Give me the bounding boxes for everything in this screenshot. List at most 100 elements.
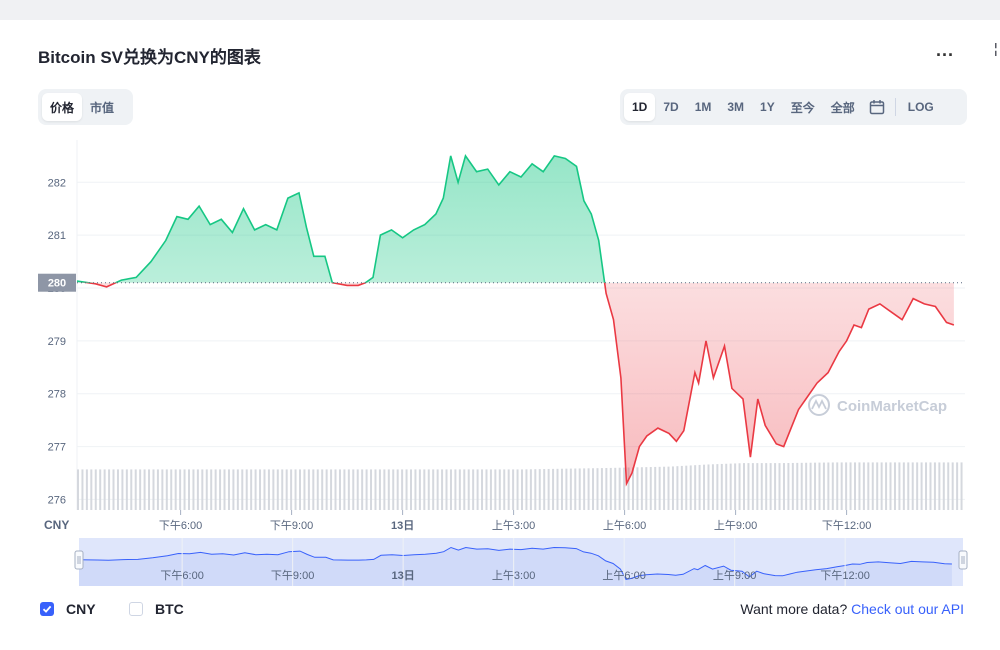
- range-selector: 1D 7D 1M 3M 1Y 至今 全部 LOG: [620, 89, 967, 125]
- volume-bar: [312, 469, 315, 510]
- volume-bar: [516, 469, 519, 510]
- volume-bar: [543, 469, 546, 510]
- volume-bar: [152, 469, 155, 510]
- volume-bar: [325, 469, 328, 510]
- volume-bar: [449, 469, 452, 510]
- volume-bar: [876, 462, 879, 510]
- range-3m-button[interactable]: 3M: [719, 93, 752, 121]
- volume-bar: [614, 467, 617, 510]
- range-1m-button[interactable]: 1M: [687, 93, 720, 121]
- volume-bar: [259, 469, 262, 510]
- volume-bar: [587, 468, 590, 510]
- volume-bar: [765, 463, 768, 510]
- volume-bar: [161, 469, 164, 510]
- volume-bar: [134, 469, 137, 510]
- range-1d-button[interactable]: 1D: [624, 93, 656, 121]
- range-all-button[interactable]: 全部: [823, 93, 863, 121]
- navigator-tick-label: 上午6:00: [602, 569, 645, 582]
- volume-bar: [214, 469, 217, 510]
- price-line-down: [82, 282, 955, 487]
- navigator-handle-left[interactable]: [74, 550, 84, 570]
- volume-bar: [99, 469, 102, 510]
- volume-bar: [751, 463, 754, 510]
- volume-bar: [667, 466, 670, 510]
- volume-bar: [929, 462, 932, 510]
- volume-bar: [552, 468, 555, 510]
- y-tick-label: 279: [48, 336, 66, 348]
- volume-bar: [791, 462, 794, 510]
- range-ytd-button[interactable]: 至今: [783, 93, 823, 121]
- volume-bar: [418, 469, 421, 510]
- volume-bar: [227, 469, 230, 510]
- volume-bar: [916, 462, 919, 510]
- volume-bar: [756, 463, 759, 510]
- volume-bar: [165, 469, 168, 510]
- volume-bar: [862, 462, 865, 510]
- volume-bar: [680, 465, 683, 510]
- volume-bar: [383, 469, 386, 510]
- volume-bar: [569, 468, 572, 510]
- range-7d-button[interactable]: 7D: [655, 93, 686, 121]
- chart-type-toggle: 价格 市值: [38, 89, 133, 125]
- baseline-label: 280: [48, 278, 66, 290]
- volume-bar: [232, 469, 235, 510]
- volume-bar: [130, 469, 133, 510]
- tab-price[interactable]: 价格: [42, 93, 83, 121]
- volume-bar: [760, 463, 763, 510]
- volume-bar: [263, 469, 266, 510]
- api-link[interactable]: Check out our API: [851, 601, 964, 617]
- volume-bar: [814, 462, 817, 510]
- volume-bar: [85, 469, 88, 510]
- volume-bar: [796, 462, 799, 510]
- legend-btc[interactable]: BTC: [129, 601, 184, 617]
- volume-bar: [525, 469, 528, 510]
- checkbox-unchecked-icon[interactable]: [129, 602, 143, 616]
- volume-bar: [658, 466, 661, 510]
- navigator-tick-label: 13日: [392, 569, 415, 582]
- volume-bar: [108, 469, 111, 510]
- legend-cny[interactable]: CNY: [40, 601, 96, 617]
- volume-bar: [121, 469, 124, 510]
- volume-bar: [858, 462, 861, 510]
- volume-bar: [330, 469, 333, 510]
- volume-bar: [241, 469, 244, 510]
- y-tick-label: 277: [48, 442, 66, 454]
- volume-bar: [560, 468, 563, 510]
- volume-bar: [782, 463, 785, 510]
- volume-bar: [276, 469, 279, 510]
- navigator-handle-right[interactable]: [958, 550, 968, 570]
- log-scale-button[interactable]: LOG: [900, 93, 942, 121]
- volume-bar: [116, 469, 119, 510]
- y-tick-label: 282: [48, 177, 66, 189]
- more-options-button[interactable]: ...: [936, 40, 955, 60]
- volume-bar: [818, 462, 821, 510]
- volume-bar: [933, 462, 936, 510]
- volume-bar: [463, 469, 466, 510]
- volume-bar: [676, 466, 679, 510]
- volume-bar: [609, 467, 612, 510]
- calendar-icon[interactable]: [863, 93, 891, 121]
- volume-bar: [148, 469, 151, 510]
- volume-bar: [112, 469, 115, 510]
- volume-bar: [898, 462, 901, 510]
- volume-bar: [747, 463, 750, 510]
- volume-bar: [467, 469, 470, 510]
- area-above-baseline: [77, 155, 954, 283]
- volume-bar: [507, 469, 510, 510]
- volume-bar: [489, 469, 492, 510]
- volume-bar: [831, 462, 834, 510]
- range-1y-button[interactable]: 1Y: [752, 93, 783, 121]
- range-divider: [894, 98, 896, 116]
- navigator-tick-label: 上午3:00: [492, 569, 535, 582]
- volume-bar: [374, 469, 377, 510]
- volume-bar: [596, 468, 599, 510]
- volume-bar: [960, 462, 963, 510]
- volume-bar: [694, 465, 697, 510]
- volume-bar: [476, 469, 479, 510]
- volume-bar: [654, 466, 657, 510]
- volume-bar: [623, 467, 626, 510]
- tab-market-cap[interactable]: 市值: [82, 93, 122, 121]
- volume-bar: [294, 469, 297, 510]
- checkbox-checked-icon[interactable]: [40, 602, 54, 616]
- volume-bar: [512, 469, 515, 510]
